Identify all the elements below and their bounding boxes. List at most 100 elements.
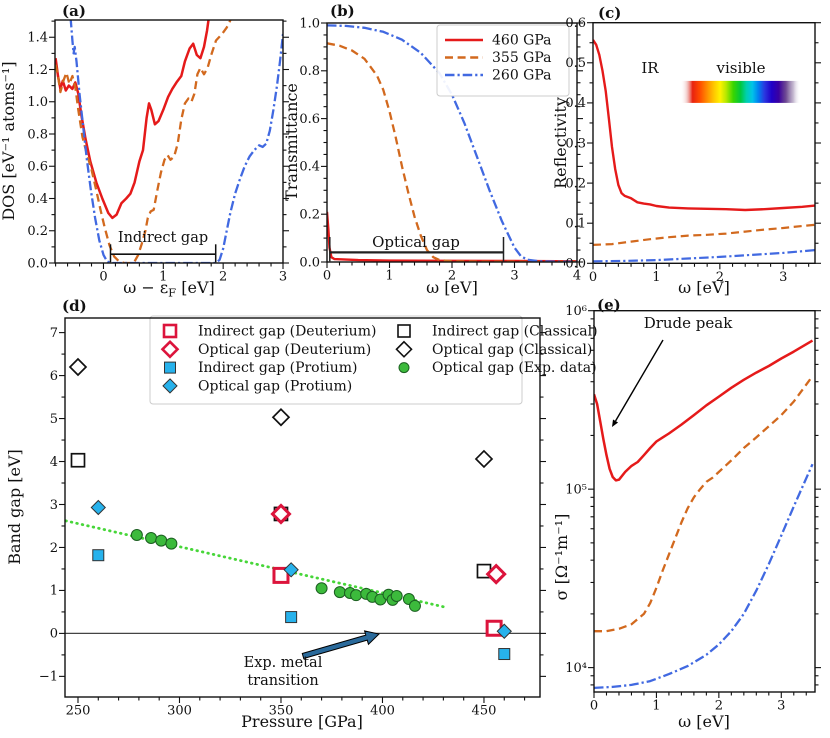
- y-tick-label: 0.1: [565, 217, 586, 232]
- y-tick-label: 5: [50, 412, 58, 427]
- y-tick-label: 0.2: [565, 176, 586, 191]
- panel-d-xlabel: Pressure [GPa]: [241, 712, 363, 731]
- curve-460-gpa: [593, 39, 815, 212]
- curve-260-gpa: [593, 249, 815, 263]
- scatter-optical-gap-deuterium-: [270, 503, 507, 585]
- x-tick-label: 4: [573, 269, 581, 284]
- x-tick-label: 1: [385, 269, 393, 284]
- panel-c: 0 1 2 3 0.0 0.1 0.2 0.3 0.4 0.5 0.6 IR visible (c) ω […: [551, 4, 821, 297]
- y-tick-label: 10⁵: [565, 482, 587, 497]
- y-tick-label: 0.6: [299, 112, 320, 127]
- y-tick-label: 1.0: [299, 16, 320, 31]
- x-tick-label: 0: [99, 270, 107, 285]
- panel-b: 0 1 2 3 40.0 0.2 0.4 0.6 0.8 1.0 Optical gap 460 GP…: [282, 2, 583, 297]
- x-tick-label: 3: [279, 270, 287, 285]
- legend-label: Indirect gap (Deuterium): [198, 324, 376, 340]
- legend-label: Indirect gap (Classical): [432, 324, 598, 340]
- curve-355-gpa: [327, 42, 577, 262]
- panel-e-tag: (e): [597, 296, 621, 314]
- y-tick-label: 6: [50, 369, 58, 384]
- y-tick-label: 0.4: [27, 192, 48, 207]
- x-tick-label: 3: [510, 269, 518, 284]
- annotation-text: transition: [247, 673, 318, 689]
- x-tick-label: 2: [716, 270, 724, 285]
- legend-label: 355 GPa: [492, 50, 552, 66]
- annotation-arrow: [301, 630, 381, 660]
- annotation-text: Drude peak: [644, 314, 734, 332]
- legend-label: Optical gap (Classical): [432, 342, 592, 358]
- panel-a: 0 1 2 3 0.0 0.2 0.4 0.6 0.8 1.0 1.2 1.4 Indirect gap…: [0, 2, 289, 300]
- panel-a-frame: [54, 19, 284, 264]
- panel-a-xlabel: ω − εF [eV]: [123, 278, 215, 300]
- y-tick-label: 3: [50, 498, 58, 513]
- y-tick-label: 7: [50, 326, 58, 341]
- panel-a-tag: (a): [62, 2, 86, 20]
- panel-e: 0 1 2 3 10⁴ 10⁵ 10⁶ Drude peak (e) ω [eV] σ [Ω⁻¹m⁻…: [552, 296, 821, 731]
- x-tick-label: 1: [652, 699, 660, 714]
- x-tick-label: 0: [323, 269, 331, 284]
- panel-b-xlabel: ω [eV]: [426, 278, 478, 297]
- y-tick-label: 0.6: [565, 16, 586, 31]
- y-tick-label: 0.0: [565, 257, 586, 272]
- y-tick-label: 0.8: [299, 64, 320, 79]
- gap-bracket: [329, 237, 505, 262]
- y-tick-label: 4: [50, 455, 58, 470]
- legend-label: Optical gap (Exp. data): [432, 360, 597, 376]
- panel-e-ylabel: σ [Ω⁻¹m⁻¹]: [552, 514, 571, 601]
- x-tick-label: 400: [370, 704, 395, 719]
- panel-b-tag: (b): [330, 2, 355, 20]
- x-tick-label: 300: [167, 704, 192, 719]
- panel-b-frame: [326, 22, 578, 263]
- x-tick-label: 0: [590, 699, 598, 714]
- annotation-arrow: [614, 339, 664, 422]
- visible-spectrum-bar: [680, 80, 801, 103]
- legend-label: Indirect gap (Protium): [198, 360, 357, 376]
- y-tick-label: 1: [50, 584, 58, 599]
- annotation-text: visible: [715, 59, 765, 77]
- scatter-indirect-gap-protium-: [92, 549, 511, 661]
- x-tick-label: 350: [269, 704, 294, 719]
- x-tick-label: 0: [589, 270, 597, 285]
- x-tick-label: 2: [448, 269, 456, 284]
- y-tick-label: 0.0: [27, 256, 48, 271]
- panel-e-xlabel: ω [eV]: [678, 712, 730, 731]
- curve-460-gpa: [55, 20, 210, 220]
- legend-label: 460 GPa: [492, 33, 552, 49]
- panel-d-legend: Indirect gap (Deuterium) Optical gap (Deu…: [149, 315, 598, 405]
- scatter-optical-gap-exp-data-: [130, 529, 421, 612]
- curve-460-gpa: [594, 339, 814, 482]
- gap-bracket: [109, 244, 217, 263]
- y-tick-label: 0.2: [27, 224, 48, 239]
- curve-260-gpa: [594, 463, 814, 690]
- panel-c-axes: [587, 22, 821, 270]
- panel-e-axes: [588, 310, 821, 698]
- x-tick-label: 2: [219, 270, 227, 285]
- x-tick-label: 250: [66, 704, 91, 719]
- panel-d-tag: (d): [62, 297, 87, 315]
- legend-label: Optical gap (Protium): [198, 379, 352, 395]
- panel-b-ylabel: Transmittance: [282, 83, 301, 201]
- y-tick-label: 1.2: [27, 63, 48, 78]
- panel-d-ylabel: Band gap [eV]: [5, 449, 24, 565]
- y-tick-label: 10⁶: [565, 304, 587, 319]
- y-tick-label: 0.3: [565, 136, 586, 151]
- panel-d-frame: [64, 317, 541, 698]
- legend-label: 260 GPa: [492, 68, 552, 84]
- x-tick-label: 450: [472, 704, 497, 719]
- annotation-text: Optical gap: [372, 233, 460, 251]
- y-tick-label: 0.5: [565, 56, 586, 71]
- x-tick-label: 1: [652, 270, 660, 285]
- scatter-optical-gap-classical-: [68, 357, 494, 469]
- curve-260-gpa: [69, 20, 283, 263]
- y-tick-label: 0.2: [299, 208, 320, 223]
- y-tick-label: 1.4: [27, 31, 48, 46]
- y-tick-label: 0.4: [299, 160, 320, 175]
- legend-label: Optical gap (Deuterium): [198, 342, 371, 358]
- panel-a-ylabel: DOS [eV⁻¹ atoms⁻¹]: [0, 61, 18, 220]
- y-tick-label: 0.4: [565, 96, 586, 111]
- curve-355-gpa: [594, 375, 814, 633]
- panel-e-frame: [593, 310, 816, 693]
